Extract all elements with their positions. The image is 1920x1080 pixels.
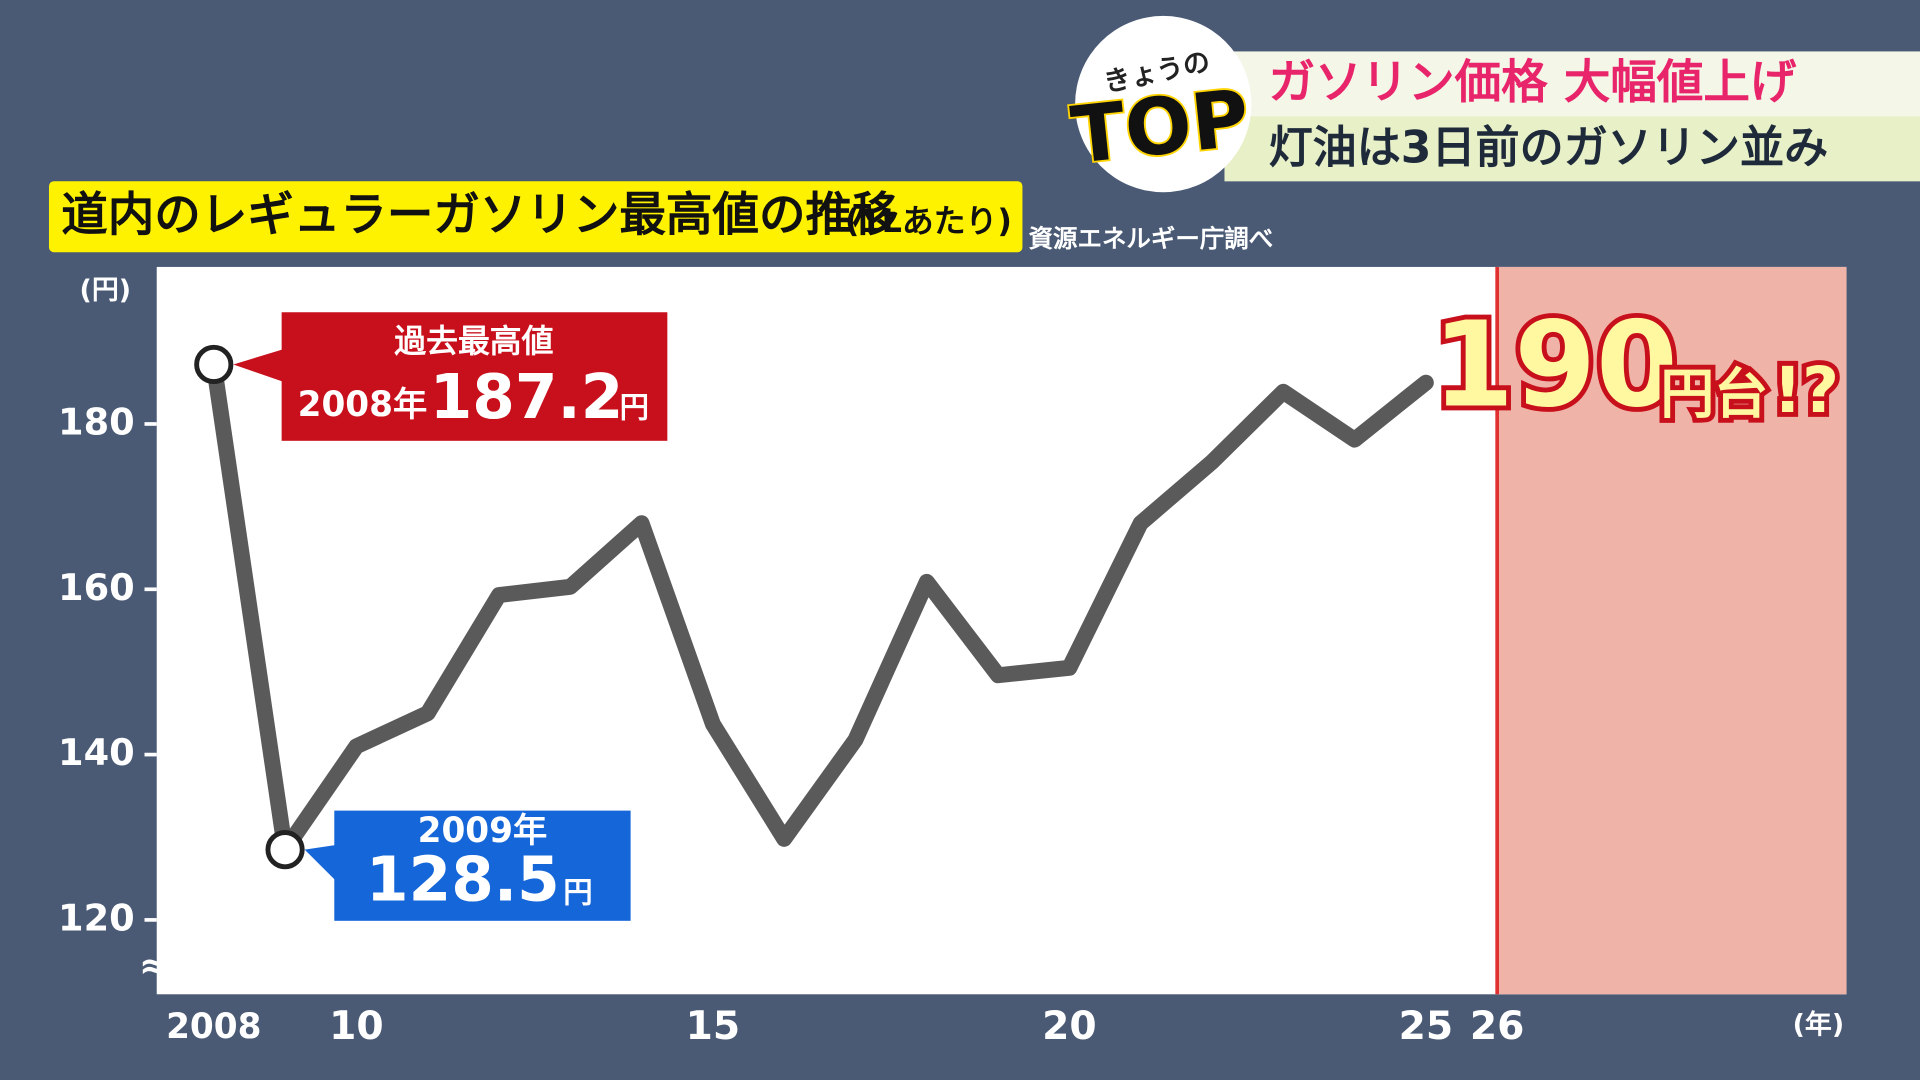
logo-circle: [1075, 15, 1252, 193]
data-line: [205, 356, 1434, 858]
forecast-mark: !?: [1773, 354, 1839, 428]
highlight-point: [194, 344, 234, 385]
callout-value: 187.2: [430, 362, 624, 433]
x-tick-label: 20: [1042, 1004, 1097, 1049]
x-tick-label: 15: [686, 1004, 741, 1049]
title-box: [48, 181, 1023, 253]
y-tick-label: 140: [58, 731, 135, 774]
callout-value: 128.5: [366, 845, 560, 916]
chart-subtitle: (1Lあたり): [845, 202, 1012, 240]
callout-pointer: [233, 348, 285, 383]
forecast-value: 190: [1432, 297, 1677, 434]
callout-pointer: [304, 844, 337, 882]
callout-box: [334, 810, 631, 921]
headline: ガソリン価格 大幅値上げ: [1269, 55, 1797, 109]
subheadline: 灯油は3日前のガソリン並み: [1269, 123, 1829, 174]
callout-unit: 円: [620, 390, 649, 424]
forecast-region: [1497, 266, 1847, 995]
callout-unit: 円: [563, 875, 592, 909]
forecast-unit: 円台: [1660, 363, 1768, 426]
chart-title: 道内のレギュラーガソリン最高値の推移: [61, 187, 898, 241]
x-unit: (年): [1793, 1009, 1845, 1041]
x-tick-label: 2008: [166, 1007, 261, 1047]
highlight-point: [265, 830, 305, 870]
callout-year: 2009年: [418, 811, 548, 851]
x-tick-label: 10: [329, 1004, 384, 1049]
callout-title: 過去最高値: [394, 322, 553, 360]
callout-box: [281, 312, 668, 441]
callout-year: 2008年: [298, 385, 428, 425]
y-tick-label: 120: [58, 896, 135, 939]
y-unit: (円): [80, 275, 132, 306]
x-tick-label: 26: [1470, 1004, 1525, 1049]
banner-lower: [1224, 116, 1920, 182]
logo-big: TOP: [1067, 73, 1253, 182]
source: 資源エネルギー庁調べ: [1029, 224, 1274, 253]
y-tick-label: 160: [58, 566, 135, 609]
y-tick-label: 180: [58, 400, 135, 443]
x-tick-label: 25: [1399, 1004, 1454, 1049]
